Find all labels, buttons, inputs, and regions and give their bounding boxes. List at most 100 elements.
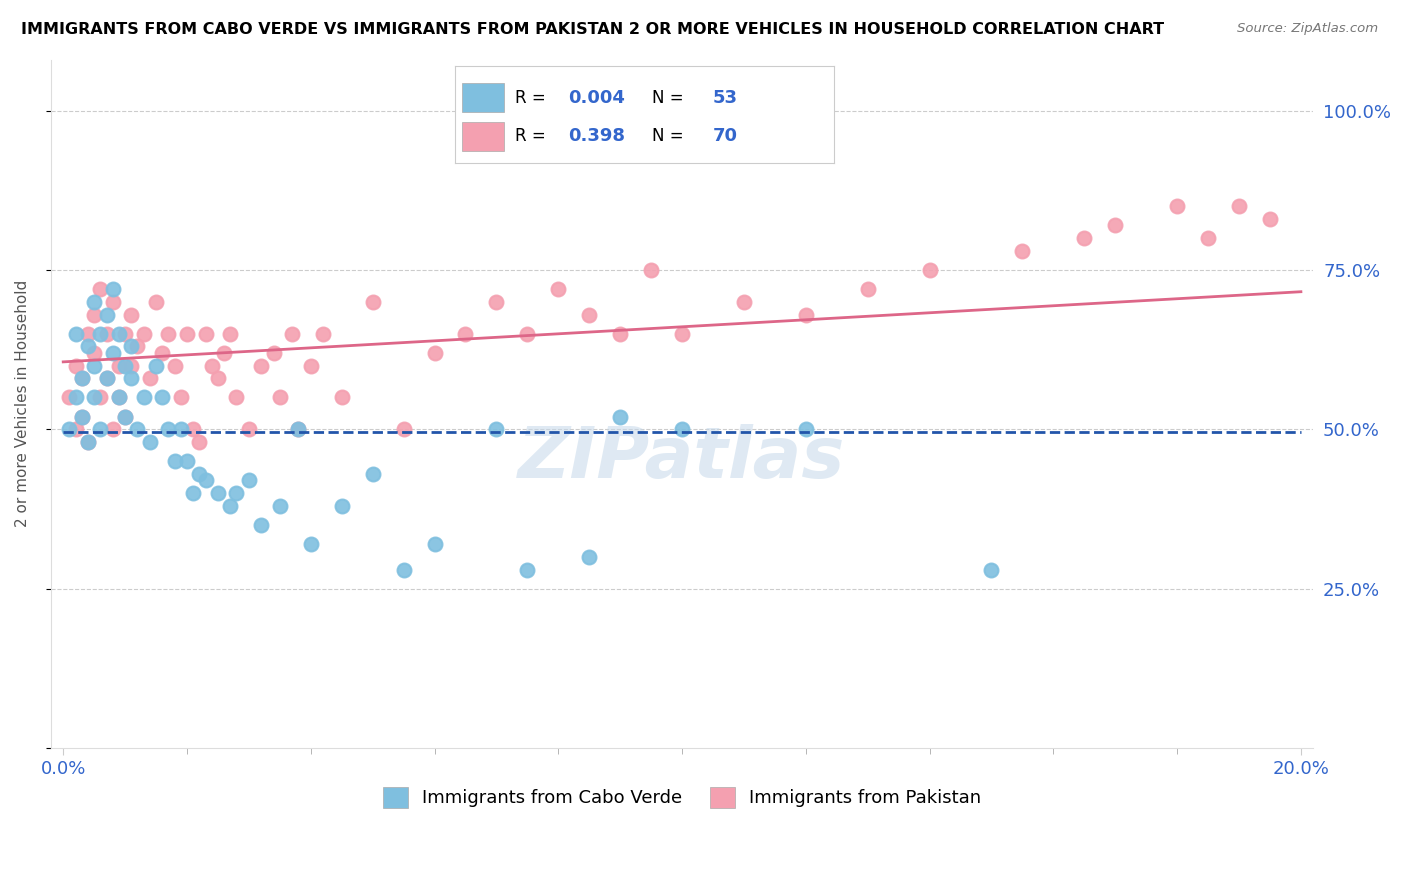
Text: ZIPatlas: ZIPatlas [519,425,846,493]
Point [77,326,100,341]
Point [70,371,93,385]
Point [101,294,124,309]
Point [120,371,142,385]
Point [127,422,149,436]
Point [77,435,100,450]
Point [423,346,446,360]
Point [114,326,136,341]
Point [454,326,477,341]
Point [392,563,415,577]
Point [176,454,198,468]
Text: IMMIGRANTS FROM CABO VERDE VS IMMIGRANTS FROM PAKISTAN 2 OR MORE VEHICLES IN HOU: IMMIGRANTS FROM CABO VERDE VS IMMIGRANTS… [21,22,1164,37]
Point [170,391,193,405]
Point [250,359,273,373]
Point [58,422,80,436]
Point [207,486,229,500]
Point [96,371,118,385]
Point [299,537,322,551]
Point [856,282,879,296]
Point [794,308,817,322]
Point [181,422,204,436]
Point [170,422,193,436]
Point [219,499,242,513]
Point [127,339,149,353]
Point [330,391,353,405]
Point [794,422,817,436]
Point [108,359,131,373]
Point [58,391,80,405]
Point [181,486,204,500]
Point [1227,199,1250,213]
Point [83,391,105,405]
Point [287,422,309,436]
Point [70,371,93,385]
Point [163,454,186,468]
Point [578,549,600,564]
Point [578,308,600,322]
Point [89,391,111,405]
Point [108,391,131,405]
Point [609,326,631,341]
Point [1166,199,1188,213]
Point [139,435,162,450]
Point [392,422,415,436]
Point [516,563,538,577]
Point [89,422,111,436]
Point [250,517,273,532]
Point [65,326,87,341]
Point [150,391,173,405]
Point [96,308,118,322]
Point [361,294,384,309]
Point [299,359,322,373]
Point [70,409,93,424]
Point [163,359,186,373]
Point [212,346,235,360]
Point [139,371,162,385]
Point [269,391,291,405]
Point [150,346,173,360]
Point [101,282,124,296]
Point [207,371,229,385]
Point [83,346,105,360]
Point [269,499,291,513]
Point [194,473,217,487]
Point [65,422,87,436]
Point [918,263,941,277]
Point [114,409,136,424]
Point [485,294,508,309]
Point [145,359,167,373]
Point [96,326,118,341]
Point [1258,211,1281,226]
Point [485,422,508,436]
Point [176,326,198,341]
Point [65,359,87,373]
Point [89,326,111,341]
Point [238,473,260,487]
Point [120,359,142,373]
Point [671,422,693,436]
Point [219,326,242,341]
Point [312,326,335,341]
Point [70,409,93,424]
Point [640,263,662,277]
Point [225,486,247,500]
Point [1073,231,1095,245]
Point [1104,219,1126,233]
Point [108,326,131,341]
Point [157,422,180,436]
Point [96,371,118,385]
Point [361,467,384,481]
Point [120,339,142,353]
Point [238,422,260,436]
Point [547,282,569,296]
Point [132,326,155,341]
Text: Source: ZipAtlas.com: Source: ZipAtlas.com [1237,22,1378,36]
Point [423,537,446,551]
Point [83,308,105,322]
Point [120,308,142,322]
Point [201,359,224,373]
Point [108,391,131,405]
Point [101,422,124,436]
Point [188,435,211,450]
Point [1197,231,1219,245]
